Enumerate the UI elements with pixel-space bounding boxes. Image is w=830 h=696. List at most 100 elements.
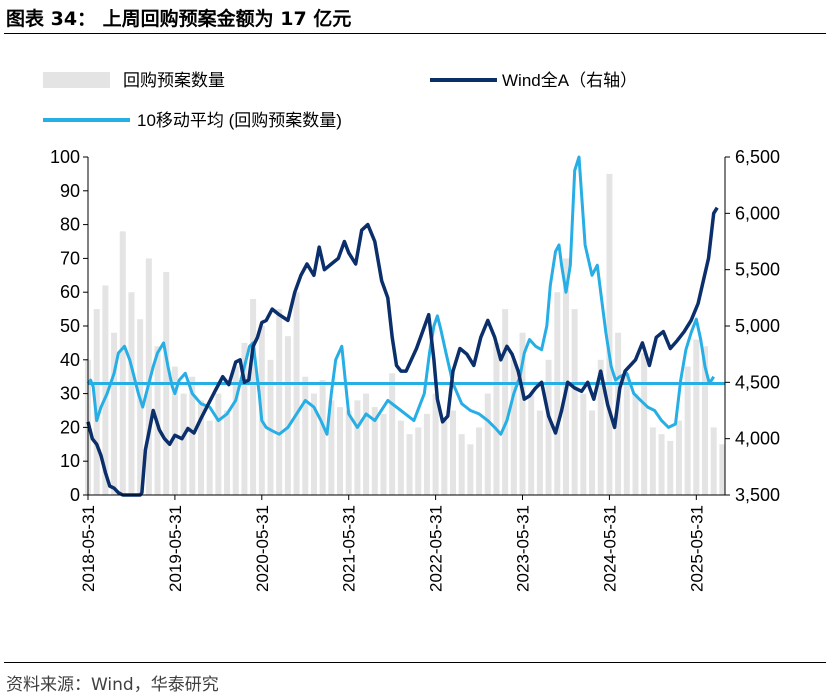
bar [250, 298, 257, 495]
bar [232, 366, 239, 495]
left-tick-label: 80 [60, 215, 80, 235]
bar [276, 309, 283, 495]
legend-bar-label: 回购预案数量 [123, 71, 225, 90]
bar [562, 258, 569, 495]
bar [380, 413, 387, 495]
x-tick-label: 2023-05-31 [514, 505, 533, 592]
x-tick-label: 2018-05-31 [79, 505, 98, 592]
x-tick-label: 2025-05-31 [687, 505, 706, 592]
legend-bar-swatch [43, 72, 110, 88]
page-title: 图表 34： 上周回购预案金额为 17 亿元 [6, 8, 352, 30]
left-tick-label: 60 [60, 282, 80, 302]
bar [589, 410, 596, 495]
bar [363, 393, 370, 495]
bar [267, 359, 274, 495]
bar [423, 413, 430, 495]
left-tick-label: 100 [50, 147, 80, 167]
bar [693, 339, 700, 495]
bar [580, 393, 587, 495]
left-tick-label: 30 [60, 384, 80, 404]
left-tick-label: 0 [70, 485, 80, 505]
bar [441, 420, 448, 495]
source-note: 资料来源：Wind，华泰研究 [6, 675, 219, 695]
right-tick-label: 5,500 [735, 260, 780, 280]
bar [502, 309, 509, 495]
bar [137, 319, 144, 495]
x-tick-label: 2021-05-31 [340, 505, 359, 592]
bar [128, 292, 135, 495]
bar [345, 410, 352, 495]
bar [328, 400, 335, 495]
bar [571, 309, 578, 495]
bar [684, 366, 691, 495]
bar [545, 359, 552, 495]
bar [284, 336, 291, 495]
bar [319, 380, 326, 495]
bar [397, 420, 404, 495]
bar [702, 346, 709, 495]
bar [197, 400, 204, 495]
bar [93, 309, 100, 495]
right-tick-label: 6,000 [735, 203, 780, 223]
x-axis-ticks: 2018-05-31 2019-05-31 2020-05-31 2021-05-31… [79, 495, 706, 592]
source-rule [4, 662, 826, 663]
bar [519, 332, 526, 495]
bar [510, 359, 517, 495]
bar [293, 292, 300, 495]
bar-series [85, 173, 726, 496]
bar [449, 410, 456, 495]
bar [649, 427, 656, 495]
legend-ma-label: 10移动平均 (回购预案数量) [137, 111, 342, 130]
left-tick-label: 70 [60, 248, 80, 268]
bar [415, 427, 422, 495]
x-tick-label: 2020-05-31 [253, 505, 272, 592]
left-tick-label: 10 [60, 451, 80, 471]
bar [302, 376, 309, 495]
bar [119, 231, 126, 496]
bar [667, 440, 674, 495]
left-axis-ticks: 0 10 20 30 40 50 60 70 80 90 100 [50, 147, 88, 505]
title-rule [4, 33, 826, 34]
bar [710, 427, 717, 495]
bar [389, 373, 396, 495]
bar [623, 373, 630, 495]
bar [528, 393, 535, 495]
bar [180, 393, 187, 495]
bar [493, 342, 500, 495]
bar [171, 366, 178, 495]
bar [632, 393, 639, 495]
bar [554, 292, 561, 495]
bar [371, 407, 378, 495]
bar [658, 434, 665, 495]
bar [224, 410, 231, 495]
right-tick-label: 5,000 [735, 316, 780, 336]
left-tick-label: 40 [60, 350, 80, 370]
bar [111, 332, 118, 495]
bar [719, 444, 726, 495]
ma-series-line [86, 155, 715, 436]
left-tick-label: 90 [60, 181, 80, 201]
bar [476, 427, 483, 495]
x-tick-label: 2022-05-31 [427, 505, 446, 592]
bar [597, 359, 604, 495]
right-tick-label: 3,500 [735, 485, 780, 505]
bar [206, 420, 213, 495]
bar [606, 173, 613, 495]
bar [432, 393, 439, 495]
x-tick-label: 2024-05-31 [600, 505, 619, 592]
bar [241, 342, 248, 495]
bar [641, 353, 648, 495]
wind-series-line [86, 206, 719, 497]
bar [337, 407, 344, 495]
right-axis-ticks: 3,500 4,000 4,500 5,000 5,500 6,000 6,500 [725, 147, 780, 505]
bar [215, 393, 222, 495]
right-tick-label: 6,500 [735, 147, 780, 167]
x-tick-label: 2019-05-31 [166, 505, 185, 592]
bar [675, 420, 682, 495]
bar [484, 393, 491, 495]
bar [406, 434, 413, 495]
bar [189, 376, 196, 495]
bar [102, 285, 109, 495]
bar [467, 444, 474, 495]
